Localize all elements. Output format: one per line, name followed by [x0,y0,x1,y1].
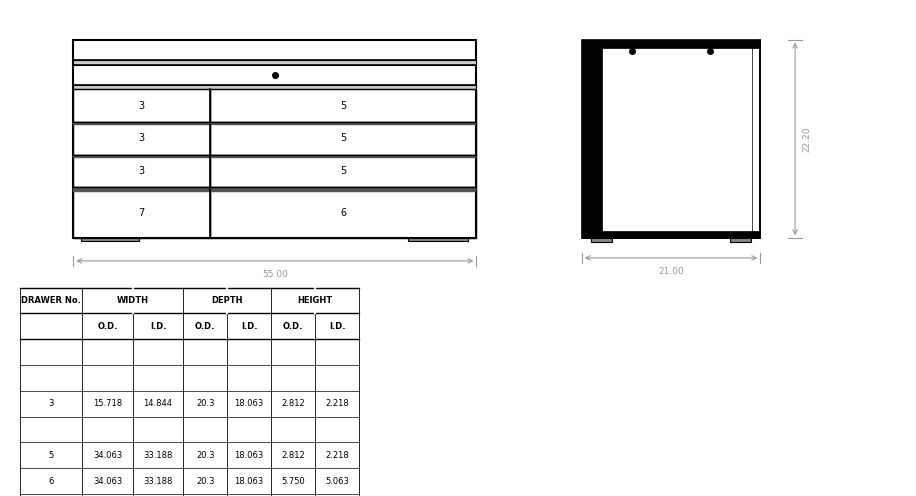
Bar [73,89,211,122]
Text: DRAWER No.: DRAWER No. [21,296,82,305]
Text: 2.812: 2.812 [281,451,305,460]
Bar [73,40,476,60]
Bar [582,231,760,238]
Text: O.D.: O.D. [97,322,118,331]
Text: 33.188: 33.188 [143,451,173,460]
Bar [73,122,211,155]
Bar [582,40,760,238]
Bar [211,122,476,125]
Text: 18.063: 18.063 [234,477,264,486]
Text: O.D.: O.D. [283,322,303,331]
Text: O.D.: O.D. [195,322,215,331]
Text: 5.750: 5.750 [281,477,305,486]
Text: 20.3: 20.3 [196,399,214,408]
Text: 5: 5 [340,101,346,111]
Bar [211,155,476,158]
Bar [73,65,476,85]
Bar [211,155,476,187]
Bar [730,238,751,242]
Text: 33.188: 33.188 [143,477,173,486]
Text: HEIGHT: HEIGHT [298,296,333,305]
Text: DEPTH: DEPTH [212,296,243,305]
Bar [73,155,211,158]
Bar [73,40,476,238]
Text: 55.00: 55.00 [262,270,288,279]
Bar [82,238,139,241]
Text: 3: 3 [138,133,145,143]
Bar [73,60,476,65]
Bar [73,187,211,238]
Text: 18.063: 18.063 [234,451,264,460]
Text: 6: 6 [340,208,346,218]
Text: 14.844: 14.844 [144,399,172,408]
Text: 22.20: 22.20 [802,126,812,152]
Text: 2.812: 2.812 [281,399,305,408]
Text: 6: 6 [49,477,54,486]
Text: I.D.: I.D. [329,322,345,331]
Text: 5: 5 [340,133,346,143]
Bar [211,187,476,192]
Text: 3: 3 [49,399,54,408]
Text: 7: 7 [138,208,145,218]
Bar [582,40,760,48]
Text: 2.218: 2.218 [325,451,349,460]
Text: 20.3: 20.3 [196,477,214,486]
Bar [73,85,476,89]
Text: I.D.: I.D. [149,322,167,331]
Bar [73,122,211,125]
Text: 5: 5 [340,166,346,176]
Text: I.D.: I.D. [241,322,257,331]
Bar [408,238,468,241]
Bar [211,89,476,122]
Text: 20.3: 20.3 [196,451,214,460]
Bar [73,155,211,187]
Bar [598,44,752,234]
Text: 5: 5 [49,451,54,460]
Bar [211,122,476,155]
Text: 21.00: 21.00 [658,267,684,276]
Text: 34.063: 34.063 [93,477,122,486]
Text: 3: 3 [138,101,145,111]
Bar [73,187,211,192]
Text: 2.218: 2.218 [325,399,349,408]
Text: 18.063: 18.063 [234,399,264,408]
Bar [211,187,476,238]
Text: 5.063: 5.063 [325,477,349,486]
Text: 3: 3 [138,166,145,176]
Bar [591,238,612,242]
Text: 15.718: 15.718 [93,399,122,408]
Text: 34.063: 34.063 [93,451,122,460]
Bar [582,40,603,238]
Text: WIDTH: WIDTH [117,296,148,305]
